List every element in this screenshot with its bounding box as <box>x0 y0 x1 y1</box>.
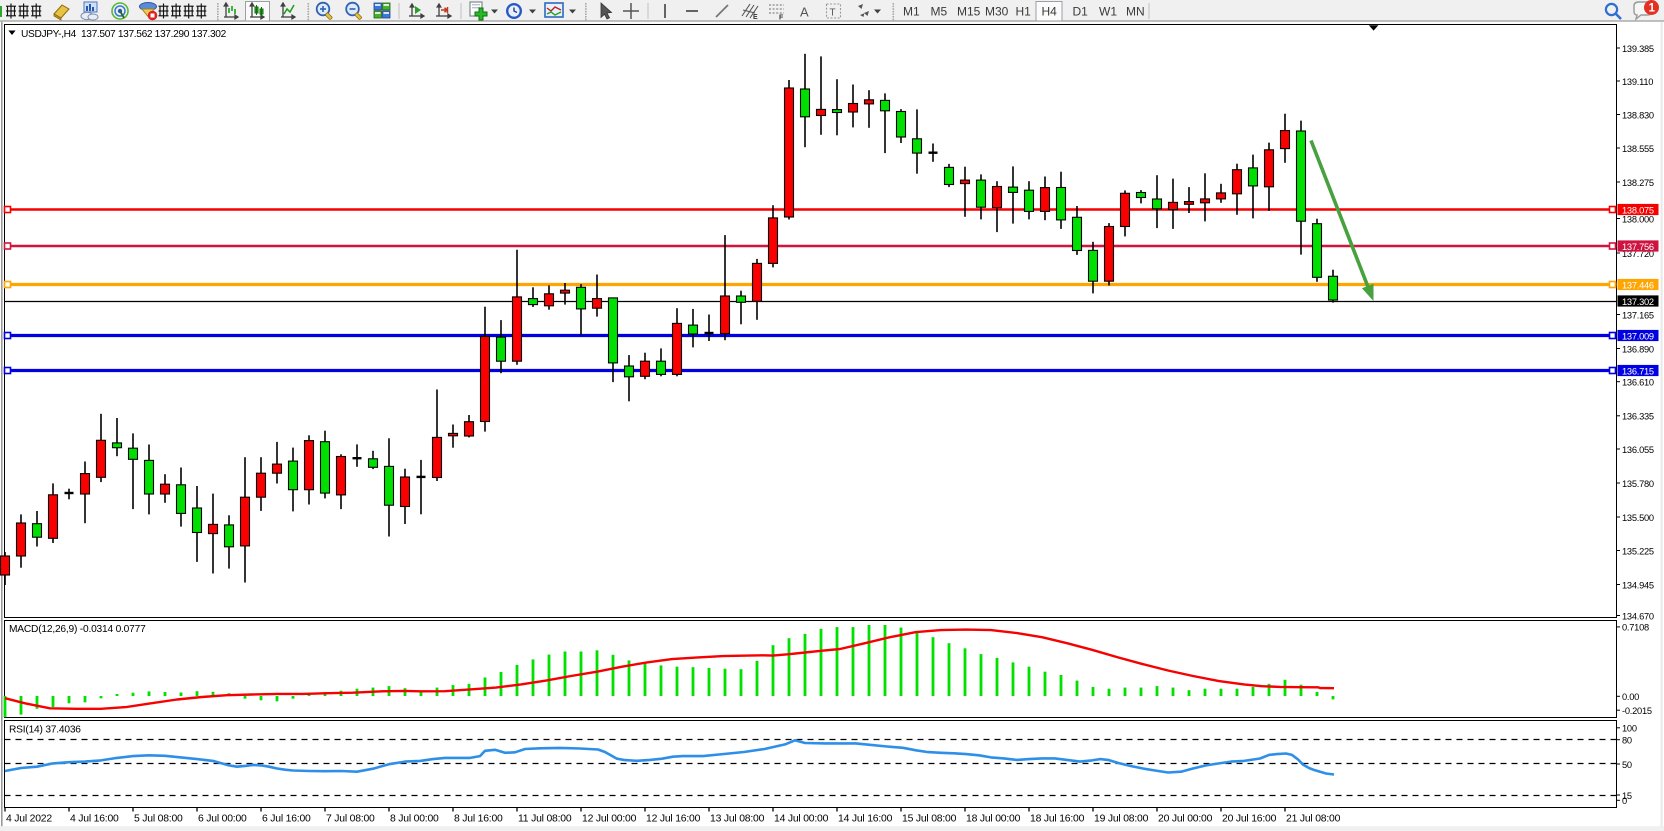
svg-text:15: 15 <box>1622 791 1632 801</box>
svg-text:15 Jul 08:00: 15 Jul 08:00 <box>902 814 957 825</box>
svg-text:139.385: 139.385 <box>1622 44 1654 54</box>
svg-text:137.302: 137.302 <box>1622 297 1654 307</box>
svg-text:20 Jul 00:00: 20 Jul 00:00 <box>1158 814 1213 825</box>
svg-text:138.000: 138.000 <box>1622 214 1654 224</box>
svg-text:134.945: 134.945 <box>1622 580 1654 590</box>
svg-text:80: 80 <box>1622 736 1632 746</box>
svg-text:M30: M30 <box>985 5 1009 19</box>
svg-text:137.756: 137.756 <box>1622 242 1654 252</box>
svg-text:H4: H4 <box>1042 5 1058 19</box>
svg-text:0.7108: 0.7108 <box>1622 623 1649 633</box>
svg-text:13 Jul 08:00: 13 Jul 08:00 <box>710 814 765 825</box>
svg-text:M5: M5 <box>931 5 948 19</box>
svg-text:136.610: 136.610 <box>1622 378 1654 388</box>
svg-text:14 Jul 16:00: 14 Jul 16:00 <box>838 814 893 825</box>
svg-text:H1: H1 <box>1016 5 1032 19</box>
svg-text:0: 0 <box>1622 796 1627 806</box>
svg-text:134.670: 134.670 <box>1622 611 1654 621</box>
svg-text:21 Jul 08:00: 21 Jul 08:00 <box>1286 814 1341 825</box>
svg-text:7 Jul 08:00: 7 Jul 08:00 <box>326 814 375 825</box>
svg-text:6 Jul 00:00: 6 Jul 00:00 <box>198 814 247 825</box>
svg-text:M15: M15 <box>957 5 981 19</box>
svg-text:138.275: 138.275 <box>1622 178 1654 188</box>
svg-text:135.780: 135.780 <box>1622 479 1654 489</box>
svg-text:136.715: 136.715 <box>1622 366 1654 376</box>
svg-text:14 Jul 00:00: 14 Jul 00:00 <box>774 814 829 825</box>
svg-text:136.055: 136.055 <box>1622 445 1654 455</box>
svg-text:135.225: 135.225 <box>1622 546 1654 556</box>
svg-text:A: A <box>800 5 809 20</box>
svg-text:135.500: 135.500 <box>1622 513 1654 523</box>
svg-text:6 Jul 16:00: 6 Jul 16:00 <box>262 814 311 825</box>
svg-text:138.075: 138.075 <box>1622 205 1654 215</box>
svg-text:12 Jul 16:00: 12 Jul 16:00 <box>646 814 701 825</box>
svg-text:MN: MN <box>1126 5 1145 19</box>
svg-text:M1: M1 <box>903 5 920 19</box>
svg-text:137.009: 137.009 <box>1622 331 1654 341</box>
svg-text:12 Jul 00:00: 12 Jul 00:00 <box>582 814 637 825</box>
svg-text:5 Jul 08:00: 5 Jul 08:00 <box>134 814 183 825</box>
svg-text:20 Jul 16:00: 20 Jul 16:00 <box>1222 814 1277 825</box>
svg-text:136.335: 136.335 <box>1622 412 1654 422</box>
svg-text:18 Jul 00:00: 18 Jul 00:00 <box>966 814 1021 825</box>
svg-text:RSI(14) 37.4036: RSI(14) 37.4036 <box>9 725 81 736</box>
svg-text:E: E <box>753 14 758 21</box>
svg-text:137.446: 137.446 <box>1622 280 1654 290</box>
svg-text:137.720: 137.720 <box>1622 249 1654 259</box>
svg-text:19 Jul 08:00: 19 Jul 08:00 <box>1094 814 1149 825</box>
svg-text:137.165: 137.165 <box>1622 310 1654 320</box>
svg-text:50: 50 <box>1622 760 1632 770</box>
svg-text:100: 100 <box>1622 724 1637 734</box>
svg-text:1: 1 <box>1649 3 1656 15</box>
svg-text:MACD(12,26,9) -0.0314 0.0777: MACD(12,26,9) -0.0314 0.0777 <box>9 624 146 635</box>
svg-text:136.890: 136.890 <box>1622 344 1654 354</box>
svg-text:4 Jul 16:00: 4 Jul 16:00 <box>70 814 119 825</box>
svg-text:11 Jul 08:00: 11 Jul 08:00 <box>518 814 572 825</box>
svg-text:138.555: 138.555 <box>1622 144 1654 154</box>
svg-text:-0.2015: -0.2015 <box>1622 706 1652 716</box>
svg-text:USDJPY-,H4 137.507 137.562 13: USDJPY-,H4 137.507 137.562 137.290 137.3… <box>21 29 227 40</box>
svg-text:0.00: 0.00 <box>1622 692 1639 702</box>
svg-text:T: T <box>830 8 836 19</box>
svg-text:139.110: 139.110 <box>1622 77 1653 87</box>
svg-text:D1: D1 <box>1073 5 1089 19</box>
svg-text:18 Jul 16:00: 18 Jul 16:00 <box>1030 814 1085 825</box>
svg-text:F: F <box>779 15 784 22</box>
svg-text:8 Jul 00:00: 8 Jul 00:00 <box>390 814 439 825</box>
svg-text:4 Jul 2022: 4 Jul 2022 <box>6 814 52 825</box>
svg-text:W1: W1 <box>1099 5 1117 19</box>
svg-text:138.830: 138.830 <box>1622 110 1654 120</box>
svg-text:8 Jul 16:00: 8 Jul 16:00 <box>454 814 503 825</box>
